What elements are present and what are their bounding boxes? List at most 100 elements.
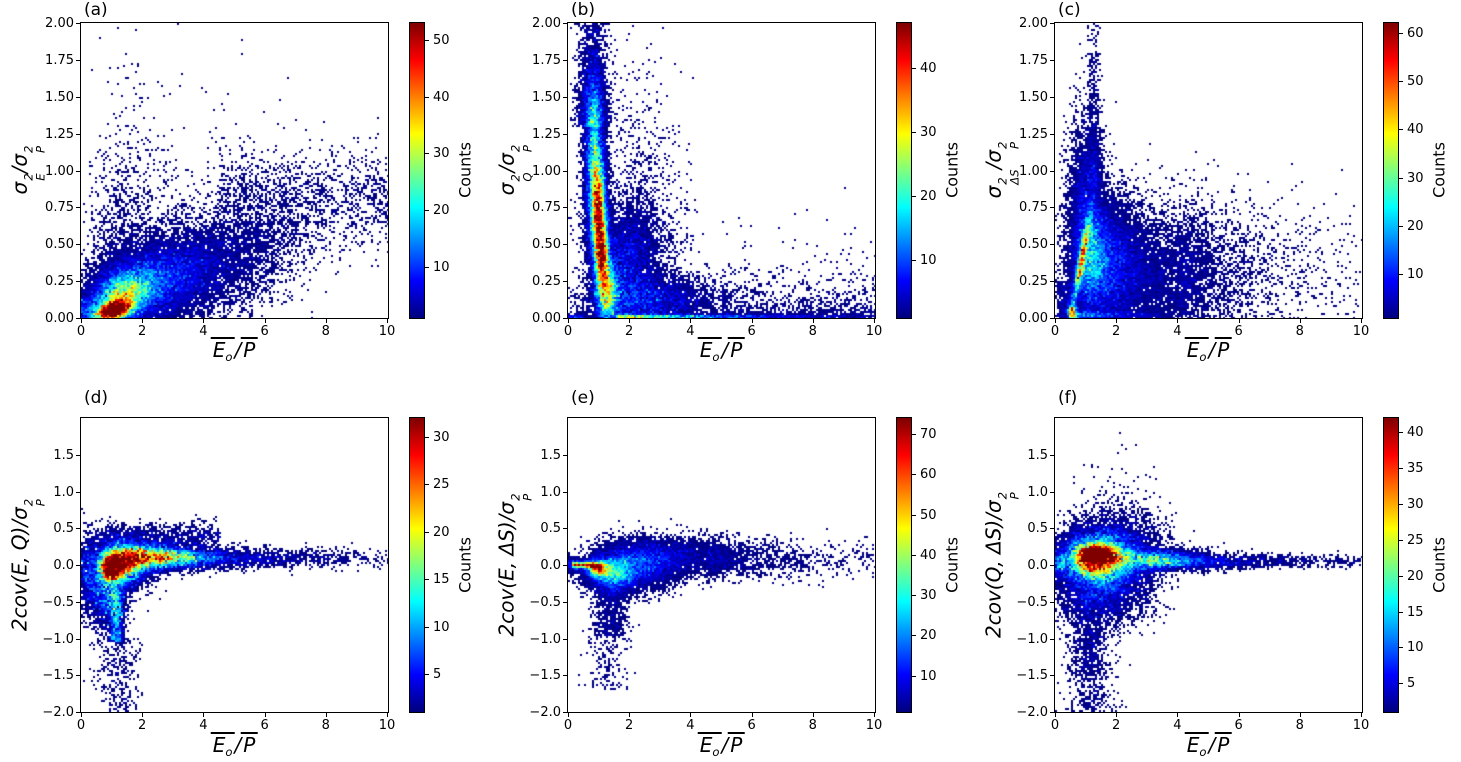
colorbar-tick-label: 20 <box>433 524 450 540</box>
x-tick-label: 0 <box>563 718 573 733</box>
x-tick-label: 6 <box>747 324 756 339</box>
panel-letter-a: (a) <box>84 0 108 20</box>
colorbar-canvas-b <box>897 23 911 318</box>
panel-c: (c) σ 2 ΔS/σ 2 P Eo / P Counts 0 2 4 6 8 10 0.00 0.25… <box>974 0 1461 381</box>
colorbar-tick-label: 30 <box>1407 170 1424 186</box>
y-tick-label: 0.0 <box>53 558 74 573</box>
colorbar-tick-mark <box>1399 540 1403 541</box>
y-tick-label: −1.5 <box>529 668 561 684</box>
x-tick-mark <box>813 319 814 323</box>
x-tick-label: 0 <box>1050 324 1060 339</box>
colorbar-tick-label: 5 <box>1407 676 1416 692</box>
math-token: Eo <box>1184 732 1209 760</box>
y-tick-mark <box>1050 712 1054 713</box>
colorbar-tick-mark <box>912 555 916 556</box>
x-tick-mark <box>874 319 875 323</box>
x-axis-label-d: Eo / P <box>210 732 258 758</box>
y-tick-mark <box>563 244 567 245</box>
colorbar-tick-label: 20 <box>433 203 450 219</box>
y-tick-mark <box>76 675 80 676</box>
colorbar-tick-mark <box>912 474 916 475</box>
y-tick-mark <box>563 23 567 24</box>
colorbar-tick-label: 10 <box>920 668 937 684</box>
y-tick-mark <box>563 171 567 172</box>
colorbar-canvas-c <box>1384 23 1398 318</box>
x-tick-label: 2 <box>138 324 147 339</box>
x-tick-mark <box>203 319 204 323</box>
y-tick-mark <box>563 528 567 529</box>
y-tick-label: 1.0 <box>1027 484 1048 500</box>
colorbar-label-d: Counts <box>455 537 475 593</box>
y-tick-label: −2.0 <box>1016 705 1048 720</box>
x-tick-label: 0 <box>76 324 86 339</box>
x-tick-label: 4 <box>1173 324 1182 339</box>
colorbar-label-c: Counts <box>1429 142 1449 198</box>
colorbar-label-b: Counts <box>942 142 962 198</box>
y-tick-label: 0.00 <box>1019 311 1048 326</box>
math-token: Eo <box>697 337 722 365</box>
colorbar-tick-mark <box>912 132 916 133</box>
colorbar-canvas-d <box>410 418 424 712</box>
x-axis-label-e: Eo / P <box>697 732 745 758</box>
y-tick-label: 1.75 <box>1019 52 1048 68</box>
math-token: / <box>721 733 729 757</box>
y-tick-mark <box>563 602 567 603</box>
colorbar-tick-label: 30 <box>433 146 450 162</box>
colorbar-tick-mark <box>425 267 429 268</box>
histogram-canvas-f <box>1055 418 1362 712</box>
x-tick-mark <box>203 713 204 717</box>
colorbar-tick-mark <box>425 437 429 438</box>
histogram-canvas-e <box>568 418 875 712</box>
y-tick-label: 0.50 <box>45 237 74 253</box>
math-token: P <box>241 732 258 757</box>
x-tick-mark <box>690 713 691 717</box>
y-tick-label: 2.00 <box>45 16 74 31</box>
histogram-canvas-b <box>568 23 875 318</box>
y-tick-mark <box>563 565 567 566</box>
x-tick-mark <box>387 319 388 323</box>
x-tick-mark <box>142 713 143 717</box>
colorbar-tick-label: 10 <box>433 259 450 275</box>
math-token: P <box>1215 337 1232 362</box>
panel-letter-e: (e) <box>571 388 595 408</box>
y-tick-label: 0.00 <box>45 311 74 326</box>
y-tick-label: 2.00 <box>1019 16 1048 31</box>
x-tick-label: 0 <box>76 718 86 733</box>
colorbar-tick-label: 20 <box>1407 568 1424 584</box>
y-tick-label: 2.00 <box>532 16 561 31</box>
x-tick-mark <box>265 713 266 717</box>
y-tick-mark <box>563 675 567 676</box>
x-tick-label: 4 <box>199 324 208 339</box>
y-tick-label: 1.50 <box>1019 89 1048 105</box>
y-tick-mark <box>76 171 80 172</box>
y-tick-mark <box>1050 60 1054 61</box>
colorbar-tick-label: 20 <box>920 189 937 205</box>
colorbar-tick-mark <box>1399 33 1403 34</box>
colorbar-tick-label: 40 <box>1407 122 1424 138</box>
y-tick-label: 0.75 <box>532 200 561 216</box>
colorbar-tick-mark <box>1399 468 1403 469</box>
colorbar-tick-label: 50 <box>1407 74 1424 90</box>
y-tick-mark <box>76 602 80 603</box>
y-tick-label: −2.0 <box>42 705 74 720</box>
colorbar-tick-mark <box>912 434 916 435</box>
x-tick-label: 10 <box>1352 324 1370 339</box>
colorbar-tick-mark <box>425 40 429 41</box>
y-tick-label: −0.5 <box>1016 594 1048 610</box>
x-tick-mark <box>81 319 82 323</box>
panel-a: (a) σ 2 E/σ 2 P Eo / P Counts 0 2 4 6 8 10 0.00 0.25 0… <box>0 0 487 381</box>
x-tick-mark <box>752 319 753 323</box>
x-tick-mark <box>1361 319 1362 323</box>
colorbar-tick-mark <box>425 674 429 675</box>
y-tick-label: 0.25 <box>1019 274 1048 290</box>
y-tick-label: 1.00 <box>1019 163 1048 179</box>
colorbar-tick-label: 40 <box>433 89 450 105</box>
histogram-canvas-d <box>81 418 388 712</box>
y-tick-mark <box>76 565 80 566</box>
y-tick-label: 0.5 <box>1027 521 1048 537</box>
colorbar-canvas-a <box>410 23 424 318</box>
